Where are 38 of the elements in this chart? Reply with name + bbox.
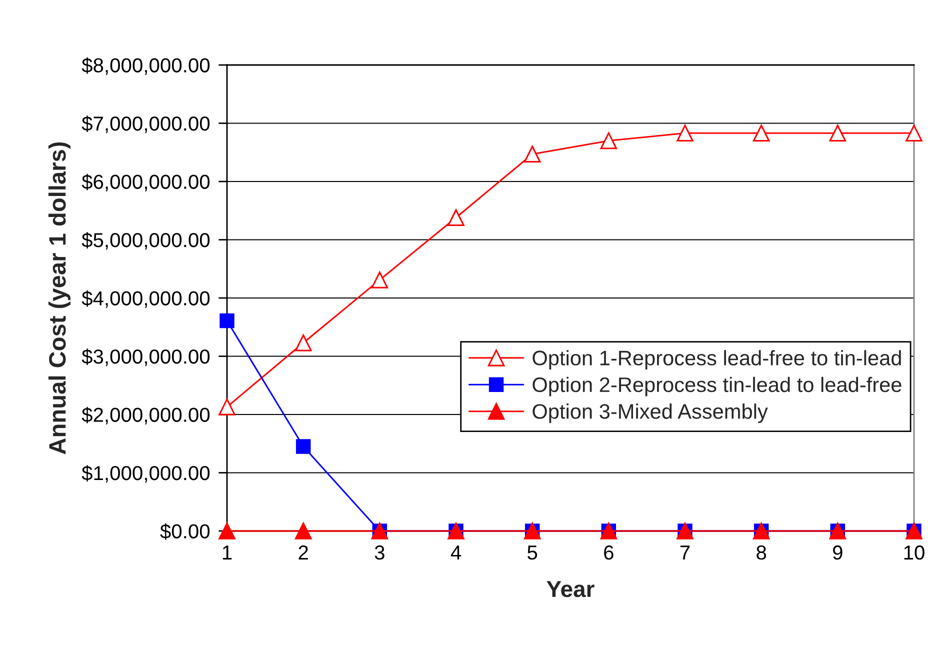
point — [218, 522, 236, 540]
y-tick-label: $5,000,000.00 — [82, 232, 210, 250]
point — [524, 146, 541, 163]
x-tick-label: 9 — [833, 545, 842, 560]
x-tick-label: 8 — [756, 545, 766, 560]
point — [906, 124, 922, 142]
x-tick-label: 7 — [680, 546, 690, 560]
point — [829, 124, 846, 142]
x-tick-label: 10 — [904, 545, 924, 560]
x-tick-label: 6 — [604, 545, 614, 560]
y-tick-label: $3,000,000.00 — [82, 348, 210, 366]
point — [676, 124, 694, 142]
point — [600, 132, 618, 150]
x-axis-title: Year — [546, 581, 594, 598]
point — [218, 398, 236, 416]
legend-label: Option 3-Mixed Assembly — [532, 404, 768, 423]
point — [371, 272, 388, 288]
y-tick-label: $1,000,000.00 — [82, 465, 210, 483]
y-tick-label: $0.00 — [160, 523, 210, 540]
y-tick-label: $7,000,000.00 — [82, 116, 210, 134]
y-tick-label: $8,000,000.00 — [82, 57, 210, 75]
x-tick-label: 3 — [374, 545, 384, 560]
point — [752, 124, 770, 142]
point — [296, 439, 311, 454]
legend-label: Option 2-Reprocess tin-lead to lead-free — [532, 376, 902, 396]
x-tick-label: 5 — [528, 546, 538, 560]
y-tick-label: $4,000,000.00 — [82, 290, 210, 308]
x-tick-label: 1 — [222, 546, 232, 560]
y-axis-title: Annual Cost (year 1 dollars) — [48, 142, 70, 454]
legend-label: Option 1-Reprocess lead-free to tin-lead — [532, 350, 901, 370]
point — [448, 209, 464, 226]
point — [220, 313, 234, 328]
x-tick-label: 2 — [298, 545, 308, 560]
y-tick-label: $6,000,000.00 — [82, 174, 210, 192]
point — [294, 334, 312, 352]
point — [294, 522, 312, 540]
y-tick-label: $2,000,000.00 — [82, 406, 210, 424]
x-tick-label: 4 — [450, 546, 462, 560]
